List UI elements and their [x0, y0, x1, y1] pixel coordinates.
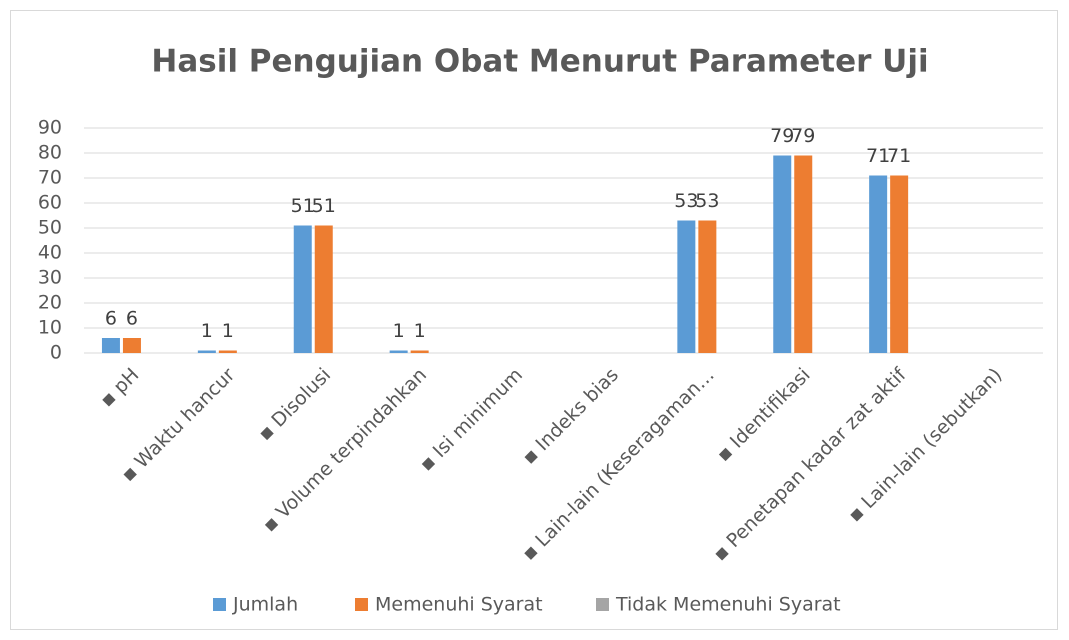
y-tick-label: 10 — [38, 317, 62, 339]
data-label: 53 — [695, 190, 719, 212]
bar — [890, 175, 909, 353]
bar — [122, 338, 141, 353]
bar — [197, 350, 216, 353]
y-tick-label: 40 — [38, 242, 62, 264]
data-label: 71 — [866, 145, 890, 167]
data-label: 53 — [674, 190, 698, 212]
data-label: 1 — [393, 320, 405, 342]
legend-label: Memenuhi Syarat — [375, 594, 543, 616]
bar — [869, 175, 888, 353]
y-tick-label: 50 — [38, 217, 62, 239]
y-tick-label: 80 — [38, 142, 62, 164]
data-label: 51 — [312, 195, 336, 217]
y-tick-label: 20 — [38, 292, 62, 314]
data-label: 51 — [291, 195, 315, 217]
bar — [218, 350, 237, 353]
data-label: 71 — [887, 145, 911, 167]
bar — [677, 220, 696, 353]
bar — [698, 220, 717, 353]
legend-swatch — [355, 598, 368, 611]
bar — [794, 155, 813, 353]
chart-title: Hasil Pengujian Obat Menurut Parameter U… — [151, 44, 928, 80]
bar — [314, 225, 333, 353]
legend-swatch — [596, 598, 609, 611]
data-label: 6 — [105, 308, 117, 330]
bar — [293, 225, 312, 353]
data-label: 1 — [201, 320, 213, 342]
bar — [101, 338, 120, 353]
bar — [410, 350, 429, 353]
bar — [773, 155, 792, 353]
data-label: 6 — [126, 308, 138, 330]
y-tick-label: 70 — [38, 167, 62, 189]
legend-swatch — [213, 598, 226, 611]
bar — [389, 350, 408, 353]
data-label: 1 — [222, 320, 234, 342]
y-tick-label: 90 — [38, 117, 62, 139]
legend-label: Tidak Memenuhi Syarat — [615, 594, 841, 616]
y-tick-label: 60 — [38, 192, 62, 214]
data-label: 79 — [770, 125, 794, 147]
data-label: 79 — [791, 125, 815, 147]
data-label: 1 — [414, 320, 426, 342]
y-tick-label: 30 — [38, 267, 62, 289]
y-tick-label: 0 — [50, 342, 62, 364]
legend-label: Jumlah — [232, 594, 298, 616]
